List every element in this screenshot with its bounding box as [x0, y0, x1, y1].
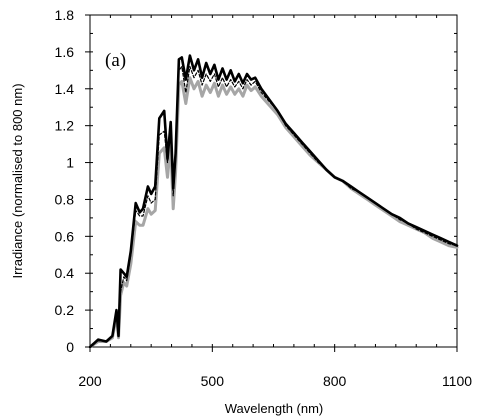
y-tick-label: 1.6 — [55, 44, 75, 60]
y-tick-label: 1.8 — [55, 7, 75, 23]
x-tick-label: 200 — [78, 373, 102, 389]
y-tick-label: 0.4 — [55, 265, 75, 281]
plot-frame — [89, 14, 458, 348]
tick-labels: 200 500 800 1100 0 0.2 0.4 0.6 0.8 1 1.2 1.4 1.6 1.8 — [55, 7, 473, 389]
y-tick-label: 1.4 — [55, 81, 75, 97]
y-axis-title: Irradiance (normalised to 800 nm) — [10, 83, 25, 278]
minor-ticks — [90, 15, 457, 347]
x-tick-label: 500 — [201, 373, 225, 389]
y-tick-label: 0.2 — [55, 302, 75, 318]
x-axis-title: Wavelength (nm) — [225, 401, 324, 416]
y-tick-label: 1.2 — [55, 118, 75, 134]
y-tick-label: 1 — [66, 155, 74, 171]
x-tick-label: 1100 — [442, 373, 472, 389]
panel-label: (a) — [105, 50, 126, 71]
y-tick-label: 0 — [66, 339, 74, 355]
major-ticks — [85, 14, 458, 352]
x-tick-label: 800 — [323, 373, 347, 389]
series-line-3 — [88, 54, 459, 349]
series-line-1 — [88, 76, 459, 349]
y-tick-label: 0.6 — [55, 228, 75, 244]
y-tick-label: 0.8 — [55, 191, 75, 207]
series-group — [88, 54, 459, 349]
